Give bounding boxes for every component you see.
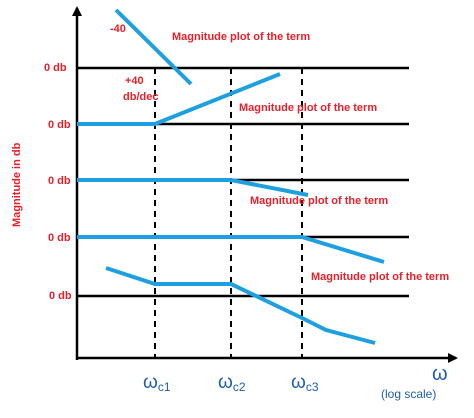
annotation-magnitude-3: Magnitude plot of the term	[250, 195, 388, 207]
zero-db-label: 0 db	[48, 119, 71, 131]
curve-double-pole	[114, 8, 193, 86]
zero-db-label: 0 db	[49, 290, 72, 302]
curve-pole-c2	[77, 178, 309, 197]
curve-overall	[105, 266, 376, 345]
annotation-minus-40: -40	[110, 23, 126, 35]
zero-db-label: 0 db	[44, 62, 67, 74]
zero-db-label: 0 db	[48, 175, 71, 187]
zero-db-label: 0 db	[48, 232, 71, 244]
annotation-magnitude-1: Magnitude plot of the term	[172, 31, 310, 43]
annotation-plus-40: +40	[125, 75, 144, 87]
x-axis-scale-note: (log scale)	[381, 387, 436, 401]
x-axis-label-omega: ω	[432, 363, 448, 385]
curve-double-zero	[77, 72, 281, 126]
x-tick-label-c1: ωc1	[143, 372, 171, 394]
annotation-db-per-dec: db/dec	[123, 91, 158, 103]
y-axis-label: Magnitude in db	[11, 142, 23, 227]
annotation-magnitude-4: Magnitude plot of the term	[311, 271, 449, 283]
curve-pole-c3	[77, 235, 385, 264]
x-tick-label-c2: ωc2	[218, 372, 246, 394]
annotation-magnitude-2: Magnitude plot of the term	[239, 102, 377, 114]
x-tick-label-c3: ωc3	[291, 372, 319, 394]
